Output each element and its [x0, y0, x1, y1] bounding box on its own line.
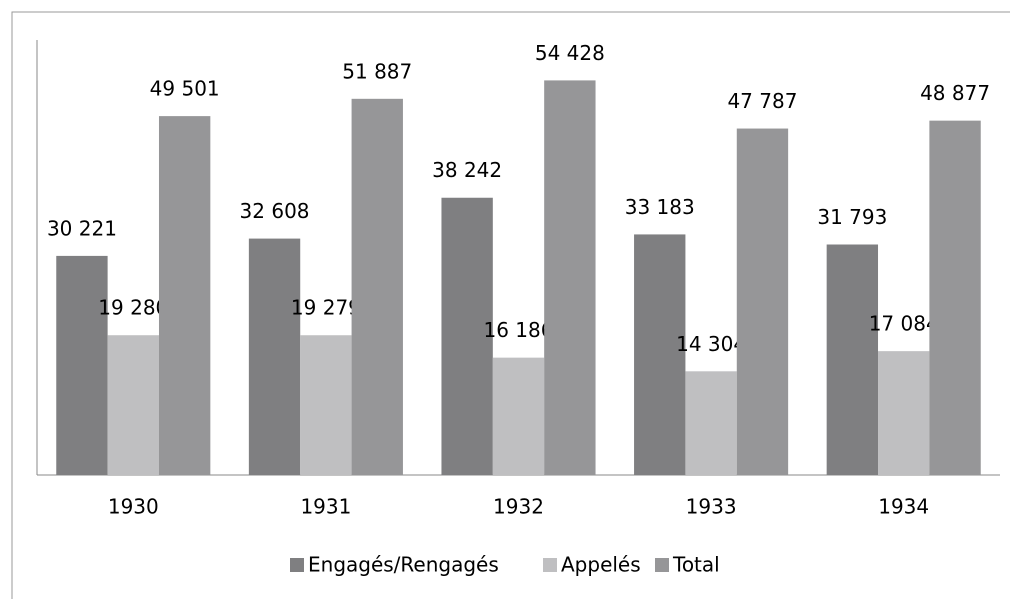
data-label: 31 793: [817, 205, 887, 229]
data-label: 30 221: [47, 216, 117, 240]
data-label: 16 186: [484, 318, 554, 342]
legend-swatch: [543, 558, 557, 572]
bar: [544, 80, 596, 475]
x-tick-label: 1931: [300, 495, 351, 519]
bar: [158, 116, 211, 476]
data-label: 38 242: [432, 158, 502, 182]
x-tick-label: 1930: [108, 495, 159, 519]
data-label: 48 877: [920, 81, 990, 105]
data-label: 33 183: [625, 195, 695, 219]
bar: [878, 351, 930, 475]
bar: [300, 335, 352, 475]
bar: [929, 120, 981, 475]
legend-label: Appelés: [561, 553, 641, 577]
legend-swatch: [290, 558, 304, 572]
x-tick-label: 1934: [878, 495, 929, 519]
bar: [56, 255, 108, 475]
data-label: 14 304: [676, 332, 746, 356]
bar: [351, 98, 403, 476]
bar: [107, 335, 159, 475]
data-label: 51 887: [342, 59, 412, 83]
data-label: 47 787: [727, 89, 797, 113]
bar: [248, 238, 301, 475]
data-label: 19 280: [98, 296, 168, 320]
legend-swatch: [655, 558, 669, 572]
data-label: 19 279: [291, 296, 361, 320]
x-tick-label: 1933: [686, 495, 737, 519]
bar: [826, 244, 879, 475]
legend-label: Engagés/Rengagés: [308, 553, 499, 577]
data-label: 54 428: [535, 41, 605, 65]
bar: [492, 357, 545, 475]
data-label: 17 084: [869, 312, 939, 336]
bar: [736, 128, 789, 475]
bar: [634, 234, 686, 475]
data-label: 32 608: [240, 199, 310, 223]
legend-label: Total: [672, 553, 720, 577]
bar: [685, 371, 737, 475]
frame: [11, 11, 1010, 599]
data-label: 49 501: [150, 77, 220, 101]
bar: [441, 197, 493, 476]
x-tick-label: 1932: [493, 495, 544, 519]
